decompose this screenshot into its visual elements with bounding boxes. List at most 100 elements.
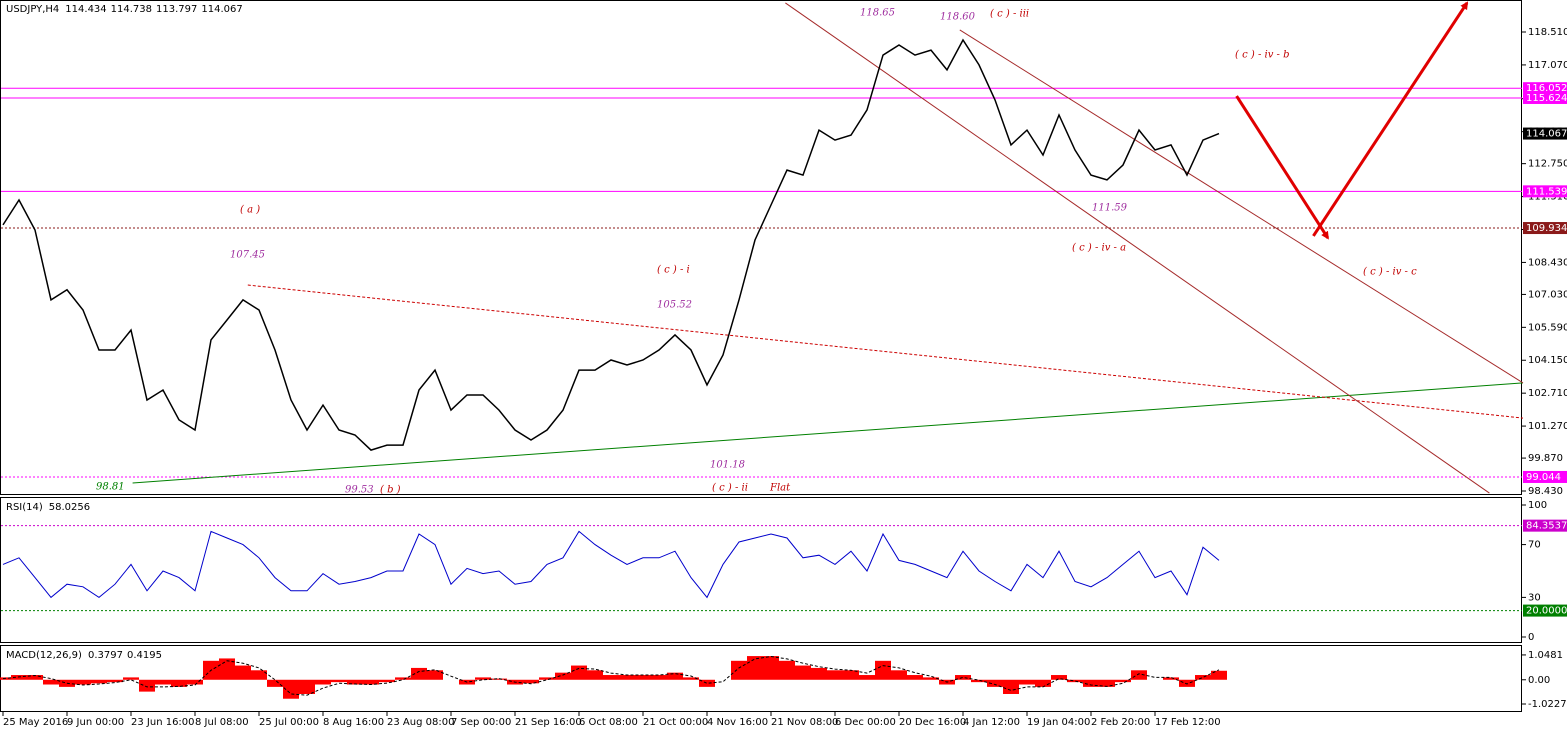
- level-label: 20.0000: [1526, 606, 1567, 617]
- macd-bar: [299, 679, 315, 694]
- projection-arrow: [1235, 95, 1330, 240]
- y-tick-label: 30: [1528, 592, 1541, 603]
- macd-bar: [603, 675, 619, 680]
- level-label: 115.624: [1526, 93, 1567, 104]
- level-label: 109.934: [1526, 223, 1567, 234]
- macd-bar: [171, 679, 187, 687]
- trend-line: [132, 382, 1524, 484]
- macd-bar: [91, 679, 107, 684]
- macd-bar: [1211, 670, 1227, 680]
- macd-bar: [267, 679, 283, 687]
- macd-bar: [795, 665, 811, 680]
- x-tick-label: 20 Dec 16:00: [899, 717, 966, 728]
- macd-bar: [875, 660, 891, 680]
- rsi-frame: [0, 497, 1522, 643]
- annotation: 118.60: [940, 12, 976, 23]
- macd-bar: [283, 679, 299, 699]
- annotation: ( c ) - iv - b: [1235, 50, 1289, 61]
- macd-bar: [235, 665, 251, 680]
- macd-bar: [427, 670, 443, 680]
- x-tick-label: 21 Sep 16:00: [515, 717, 582, 728]
- macd-bar: [571, 665, 587, 680]
- annotation: 105.52: [657, 300, 692, 311]
- x-tick-label: 2 Feb 20:00: [1091, 717, 1150, 728]
- x-tick-label: 8 Jul 08:00: [195, 717, 249, 728]
- price-line: [2, 38, 1220, 451]
- y-tick-label: 107.030: [1528, 289, 1567, 300]
- level-label-box: [1523, 127, 1567, 140]
- level-label: 99.044: [1526, 472, 1561, 483]
- y-tick-label: 70: [1528, 540, 1541, 551]
- macd-bar: [779, 660, 795, 680]
- x-tick-label: 23 Jun 16:00: [131, 717, 195, 728]
- macd-bar: [1051, 675, 1067, 680]
- panel-value: 58.0256: [49, 502, 90, 513]
- macd-bar: [811, 667, 827, 680]
- macd-bar: [1131, 670, 1147, 680]
- macd-bar: [619, 675, 635, 680]
- macd-bar: [379, 679, 395, 683]
- macd-bar: [1163, 677, 1179, 680]
- macd-bar: [1035, 679, 1051, 687]
- y-tick-label: 101.270: [1528, 421, 1567, 432]
- macd-bar: [907, 675, 923, 680]
- level-label-box: [1523, 91, 1567, 104]
- panel-value: 114.434: [65, 4, 106, 15]
- panel-title: USDJPY,H4: [6, 4, 59, 15]
- y-tick-label: 1.0481: [1528, 650, 1563, 661]
- annotation: ( c ) - ii: [712, 483, 748, 494]
- panel-value: 114.738: [111, 4, 152, 15]
- rsi-line: [2, 530, 1220, 599]
- level-label: 114.067: [1526, 129, 1567, 140]
- level-label-box: [1523, 470, 1567, 483]
- x-tick-label: 17 Feb 12:00: [1155, 717, 1221, 728]
- y-tick-label: 0.00: [1528, 675, 1550, 686]
- y-tick-label: 104.150: [1528, 355, 1567, 366]
- x-tick-label: 25 May 2016: [3, 717, 68, 728]
- macd-bar: [971, 679, 987, 683]
- macd-bar: [363, 679, 379, 685]
- y-tick-label: 118.510: [1528, 27, 1567, 38]
- level-label-box: [1523, 519, 1567, 532]
- annotation: 99.53: [345, 485, 374, 496]
- level-label-box: [1523, 185, 1567, 198]
- macd-bar: [331, 679, 347, 683]
- panel-value: 0.3797: [88, 650, 123, 661]
- macd-bar: [187, 679, 203, 685]
- macd-bar: [27, 675, 43, 680]
- macd-bar: [139, 679, 155, 692]
- x-tick-label: 21 Oct 00:00: [643, 717, 708, 728]
- x-tick-label: 6 Oct 08:00: [579, 717, 638, 728]
- y-tick-label: 108.430: [1528, 257, 1567, 268]
- macd-bar: [1195, 675, 1211, 680]
- macd-bar: [635, 675, 651, 680]
- panel-value: 114.067: [201, 4, 242, 15]
- y-tick-label: 102.710: [1528, 388, 1567, 399]
- macd-bar: [667, 672, 683, 680]
- macd-bar: [251, 670, 267, 680]
- macd-bar: [523, 679, 539, 684]
- projection-arrow: [1312, 1, 1469, 237]
- annotation: 107.45: [230, 250, 265, 261]
- level-label-box: [1523, 82, 1567, 95]
- y-tick-label: 98.430: [1528, 486, 1563, 497]
- macd-bar: [123, 677, 139, 680]
- annotation: ( c ) - iv - a: [1072, 243, 1126, 254]
- annotation: 118.65: [860, 8, 895, 19]
- x-tick-label: 19 Jan 04:00: [1027, 717, 1090, 728]
- macd-bar: [859, 675, 875, 680]
- y-tick-label: 117.070: [1528, 60, 1567, 71]
- x-tick-label: 23 Aug 08:00: [387, 717, 454, 728]
- panel-value: 113.797: [156, 4, 197, 15]
- annotation: 98.81: [96, 482, 125, 493]
- macd-bar: [683, 677, 699, 680]
- annotation: 111.59: [1092, 203, 1128, 214]
- macd-bar: [827, 670, 843, 680]
- y-tick-label: 112.750: [1528, 159, 1567, 170]
- macd-bar: [923, 677, 939, 680]
- x-tick-label: 21 Nov 08:00: [771, 717, 838, 728]
- level-label-box: [1523, 222, 1567, 235]
- x-tick-label: 4 Jan 12:00: [963, 717, 1020, 728]
- macd-bar: [843, 670, 859, 680]
